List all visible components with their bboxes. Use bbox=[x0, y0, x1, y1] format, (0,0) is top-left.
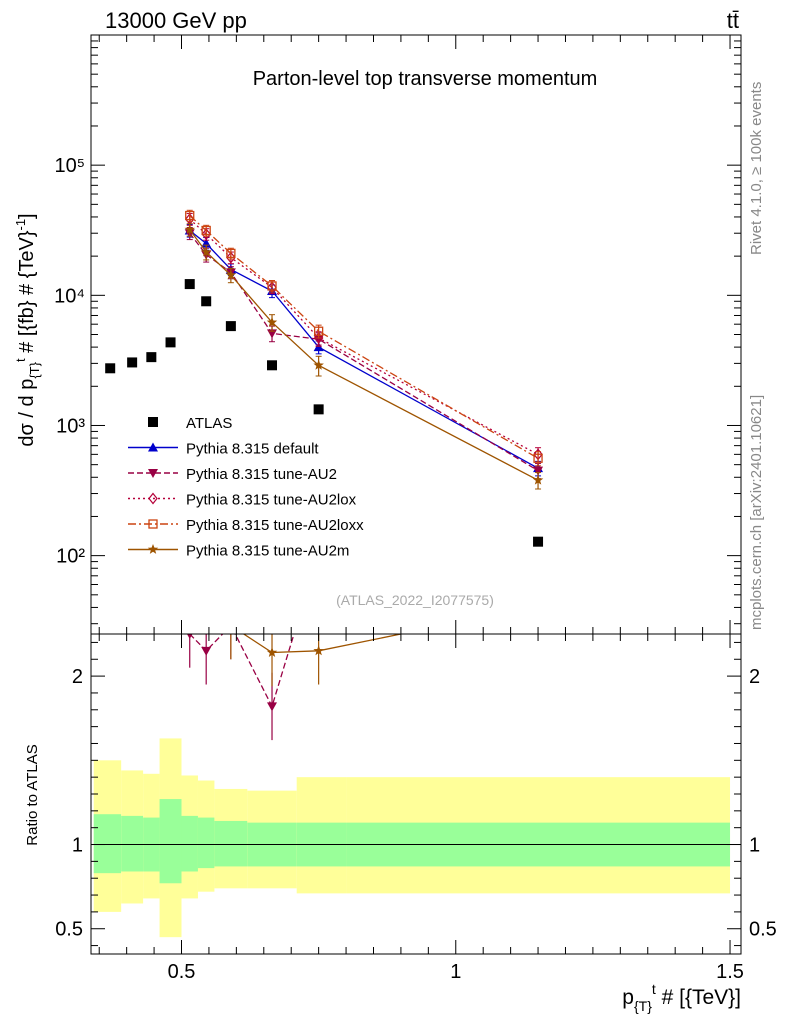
rivet-label: Rivet 4.1.0, ≥ 100k events bbox=[748, 82, 765, 255]
x-tick-label: 1 bbox=[450, 961, 461, 983]
data-point bbox=[267, 281, 277, 291]
data-point bbox=[184, 279, 195, 290]
mcplots-label: mcplots.cern.ch [arXiv:2401.10621] bbox=[748, 395, 765, 630]
data-point bbox=[148, 442, 158, 452]
ratio-bands bbox=[91, 738, 741, 938]
data-point bbox=[225, 321, 236, 332]
uncertainty-band-inner bbox=[121, 815, 144, 872]
main-axis-ticks: 10² 10³ 10⁴ 10⁵ bbox=[54, 34, 741, 634]
data-point bbox=[313, 326, 324, 336]
y-axis-label: dσ / d p{T}t # [{fb} # {TeV}-1] bbox=[13, 213, 42, 446]
x-tick-label: 0.5 bbox=[168, 961, 196, 983]
data-point bbox=[148, 417, 158, 427]
data-point bbox=[313, 404, 324, 415]
y-tick-label: 10⁴ bbox=[54, 285, 85, 307]
data-point bbox=[105, 363, 116, 374]
uncertainty-band-inner bbox=[181, 815, 198, 872]
data-point bbox=[313, 645, 324, 656]
data-point bbox=[266, 647, 278, 657]
series-line bbox=[189, 232, 539, 472]
data-point bbox=[266, 316, 278, 327]
ratio-y-tick-label-right: 2 bbox=[749, 666, 760, 688]
legend-label: Pythia 8.315 tune-AU2lox bbox=[186, 492, 357, 509]
data-point bbox=[184, 224, 195, 234]
ratio-panel: 0.5 0.5 1 1 2 2 0.5 1 1.5 Ratio to ATLAS p{T}t #… bbox=[24, 620, 777, 1014]
data-point bbox=[313, 359, 324, 370]
data-point bbox=[148, 519, 158, 529]
uncertainty-band-inner bbox=[93, 814, 122, 874]
ratio-axis-ticks: 0.5 0.5 1 1 2 2 0.5 1 1.5 bbox=[55, 634, 777, 983]
data-point bbox=[165, 337, 176, 348]
ratio-y-tick-label-right: 0.5 bbox=[749, 919, 777, 941]
watermark-label: (ATLAS_2022_I2077575) bbox=[336, 592, 494, 608]
y-tick-label: 10² bbox=[56, 546, 85, 568]
data-point bbox=[201, 228, 211, 241]
uncertainty-band-inner bbox=[197, 817, 215, 869]
data-point bbox=[186, 634, 193, 639]
series-line bbox=[189, 215, 539, 459]
series-line bbox=[189, 218, 539, 455]
data-point bbox=[146, 352, 157, 363]
legend-label: Pythia 8.315 default bbox=[186, 441, 319, 458]
legend-label: ATLAS bbox=[186, 415, 232, 432]
data-point bbox=[267, 702, 278, 712]
data-point bbox=[225, 269, 237, 280]
chart-title: Parton-level top transverse momentum bbox=[253, 68, 598, 90]
ratio-y-tick-label: 0.5 bbox=[55, 919, 83, 941]
y-tick-label: 10³ bbox=[56, 415, 85, 437]
ratio-y-tick-label: 1 bbox=[72, 835, 83, 857]
data-point bbox=[226, 620, 237, 630]
data-point bbox=[201, 646, 212, 656]
x-axis-label: p{T}t # [{TeV}] bbox=[622, 981, 741, 1014]
main-series-layer bbox=[105, 209, 544, 547]
y-tick-label: 10⁵ bbox=[54, 155, 85, 177]
x-tick-label: 1.5 bbox=[716, 961, 744, 983]
uncertainty-band-inner bbox=[159, 799, 182, 884]
legend: ATLAS Pythia 8.315 default Pythia 8.315 tu… bbox=[128, 415, 364, 560]
data-point bbox=[127, 357, 138, 368]
ratio-line bbox=[242, 634, 402, 654]
data-point bbox=[148, 492, 158, 505]
data-point bbox=[201, 225, 211, 236]
main-panel: Parton-level top transverse momentum (AT… bbox=[13, 34, 742, 635]
ratio-y-tick-label: 2 bbox=[72, 666, 83, 688]
series-line bbox=[189, 229, 539, 469]
ratio-line bbox=[189, 634, 295, 709]
data-point bbox=[148, 469, 158, 478]
data-point bbox=[185, 210, 195, 221]
legend-label: Pythia 8.315 tune-AU2loxx bbox=[186, 517, 364, 534]
ratio-series-layer bbox=[186, 620, 402, 741]
data-point bbox=[313, 332, 324, 344]
process-label: tt̄ bbox=[727, 8, 739, 33]
series-line bbox=[189, 229, 539, 481]
legend-label: Pythia 8.315 tune-AU2 bbox=[186, 466, 337, 483]
ratio-y-axis-label: Ratio to ATLAS bbox=[24, 744, 41, 845]
data-point bbox=[267, 360, 278, 371]
energy-label: 13000 GeV pp bbox=[105, 8, 247, 33]
data-point bbox=[533, 453, 543, 463]
data-point bbox=[201, 296, 212, 307]
data-point bbox=[533, 536, 544, 547]
data-point bbox=[226, 248, 236, 259]
data-point bbox=[533, 466, 544, 476]
legend-label: Pythia 8.315 tune-AU2m bbox=[186, 543, 349, 560]
data-point bbox=[226, 622, 236, 631]
uncertainty-band-inner bbox=[214, 820, 248, 867]
data-point bbox=[201, 246, 212, 257]
data-point bbox=[147, 544, 159, 554]
ratio-y-tick-label-right: 1 bbox=[749, 835, 760, 857]
data-point bbox=[532, 474, 544, 485]
